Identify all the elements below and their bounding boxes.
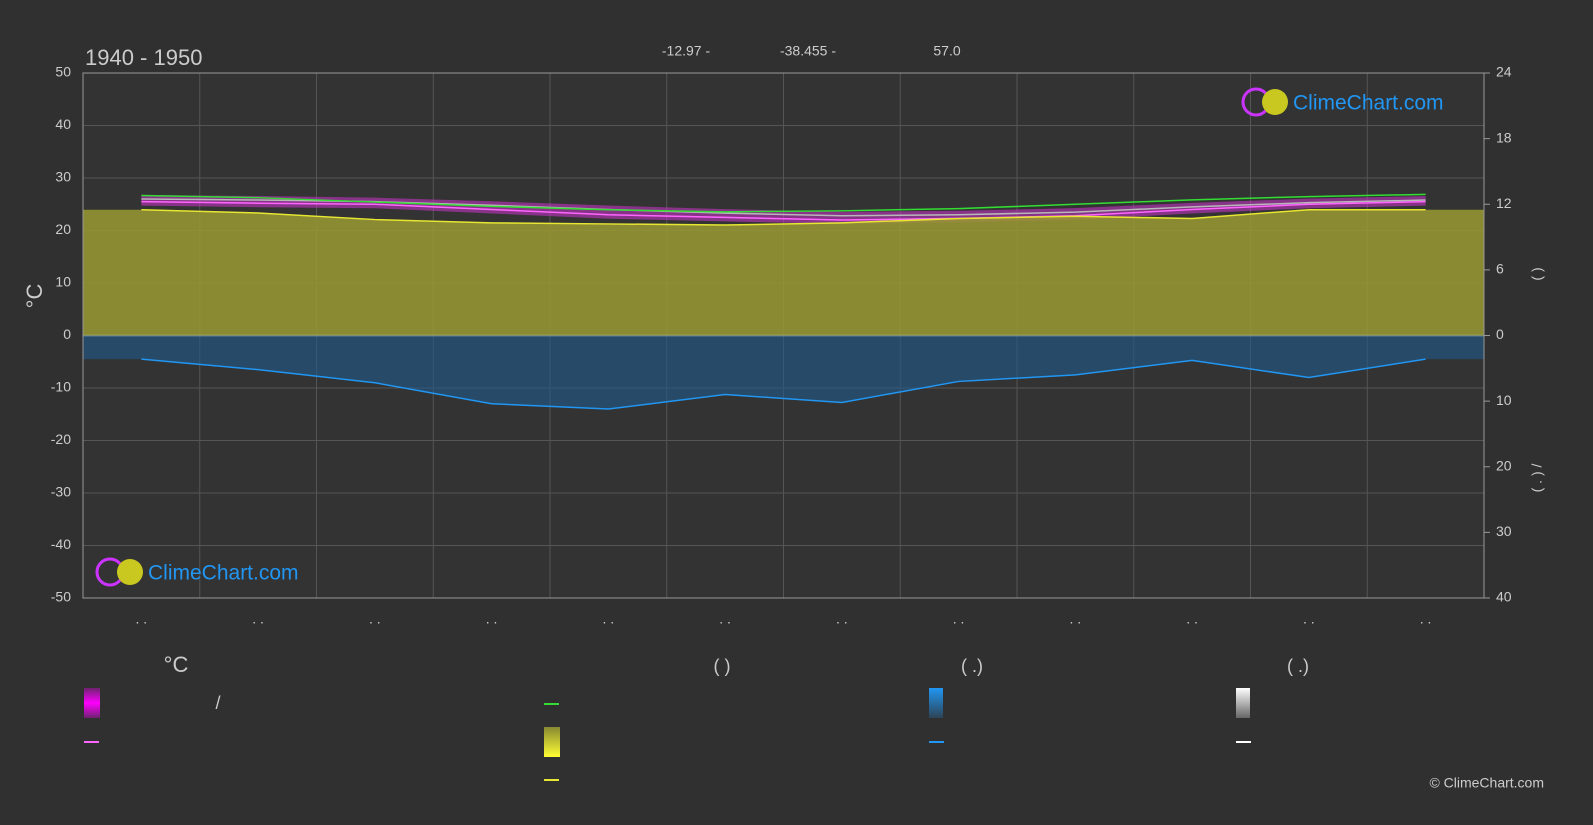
x-tick-label: . . (1420, 611, 1432, 627)
y2-axis-label: ( ) (1529, 267, 1545, 280)
x-tick-label: . . (1070, 611, 1082, 627)
x-tick-label: . . (369, 611, 381, 627)
header-value: -38.455 - (780, 43, 836, 59)
y-tick-label: -10 (51, 379, 71, 395)
legend-heading: ( .) (1287, 656, 1309, 676)
logo-top: ClimeChart.com (1241, 87, 1444, 117)
legend-text: / (215, 693, 220, 713)
y-axis-label: °C (22, 284, 47, 309)
y-tick-label: -20 (51, 431, 71, 447)
header-value: 57.0 (933, 43, 960, 59)
x-tick-label: . . (1186, 611, 1198, 627)
y-tick-label: 40 (55, 116, 71, 132)
y3-tick-label: 20 (1496, 457, 1512, 473)
y-tick-label: 10 (55, 274, 71, 290)
y-tick-label: 50 (55, 64, 71, 80)
x-tick-label: . . (953, 611, 965, 627)
y2-tick-label: 24 (1496, 64, 1512, 80)
series-area (83, 209, 1484, 336)
logo-sun (1262, 89, 1288, 115)
series-area (83, 335, 1484, 409)
series-line (141, 208, 1426, 226)
y2-tick-label: 12 (1496, 195, 1512, 211)
logo-text: ClimeChart.com (148, 562, 299, 585)
x-tick-label: . . (486, 611, 498, 627)
y3-tick-label: 40 (1496, 589, 1512, 605)
y-tick-label: -40 (51, 536, 71, 552)
legend-swatch (84, 688, 100, 718)
x-tick-label: . . (1303, 611, 1315, 627)
y3-tick-label: 30 (1496, 523, 1512, 539)
series-line (141, 200, 1426, 221)
legend-heading: ( .) (961, 656, 983, 676)
x-tick-label: . . (836, 611, 848, 627)
legend-swatch (1236, 688, 1250, 718)
legend-heading: °C (164, 652, 189, 677)
y-tick-label: 0 (63, 326, 71, 342)
x-tick-label: . . (719, 611, 731, 627)
y2-tick-label: 0 (1496, 326, 1504, 342)
y-tick-label: 20 (55, 221, 71, 237)
y-tick-label: -30 (51, 484, 71, 500)
legend-swatch (544, 727, 560, 757)
y2-tick-label: 18 (1496, 129, 1512, 145)
chart-title: 1940 - 1950 (85, 45, 202, 70)
plot (82, 72, 1485, 599)
series-line (141, 193, 1426, 213)
logo-text: ClimeChart.com (1293, 92, 1444, 115)
y-tick-label: -50 (51, 589, 71, 605)
header-value: -12.97 - (662, 43, 711, 59)
x-tick-label: . . (603, 611, 615, 627)
series-line (141, 358, 1426, 410)
y3-axis-label: ( . ) / (1529, 464, 1545, 493)
y3-tick-label: 10 (1496, 392, 1512, 408)
copyright: © ClimeChart.com (1429, 775, 1544, 791)
logo-sun (117, 559, 143, 585)
legend-swatch (929, 688, 943, 718)
legend-heading: ( ) (714, 656, 731, 676)
y-tick-label: 30 (55, 169, 71, 185)
y2-tick-label: 6 (1496, 261, 1504, 277)
x-tick-label: . . (252, 611, 264, 627)
logo-bottom: ClimeChart.com (95, 557, 299, 587)
plot-frame (82, 72, 1485, 599)
x-tick-label: . . (136, 611, 148, 627)
